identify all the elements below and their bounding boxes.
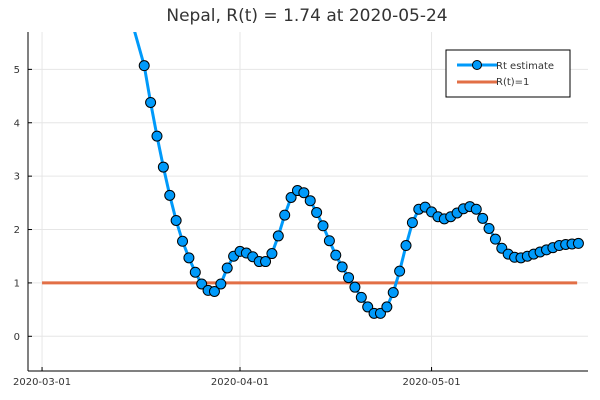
rt-estimate-point (145, 96, 157, 108)
rt-estimate-point (400, 240, 412, 252)
legend-label-reference: R(t)=1 (496, 77, 529, 88)
x-axis-ticks: 2020-03-01 2020-04-01 2020-05-01 (13, 367, 461, 388)
rt-estimate-point (298, 187, 310, 199)
rt-estimate-point (215, 278, 227, 290)
rt-estimate-point (381, 301, 393, 313)
rt-estimate-point (164, 189, 176, 201)
legend-box (445, 49, 571, 98)
rt-estimate-point (355, 291, 367, 303)
rt-estimate-point (394, 265, 406, 277)
rt-estimate-point (138, 60, 150, 72)
y-axis-ticks: 0 1 2 3 4 5 (14, 65, 32, 343)
legend-rt-marker (472, 60, 482, 70)
plot-area (42, 32, 584, 319)
rt-estimate-point (336, 261, 348, 273)
rt-estimate-point (272, 230, 284, 242)
rt-estimate-point (572, 237, 584, 249)
rt-estimate-point (470, 203, 482, 215)
rt-estimate-point (183, 252, 195, 264)
rt-estimate-point (189, 266, 201, 278)
chart-title: Nepal, R(t) = 1.74 at 2020-05-24 (166, 6, 447, 26)
x-tick-label: 2020-04-01 (211, 377, 269, 388)
x-tick-label: 2020-03-01 (13, 377, 71, 388)
legend-label-rt-estimate: Rt estimate (496, 61, 554, 72)
y-tick-label: 0 (14, 332, 20, 343)
rt-estimate-point (374, 307, 386, 319)
rt-estimate-point (362, 301, 374, 313)
y-tick-label: 4 (14, 118, 20, 129)
rt-estimate-point (170, 214, 182, 226)
rt-estimate-point (311, 206, 323, 218)
rt-estimate-point (266, 248, 278, 260)
rt-estimate-point (323, 235, 335, 247)
y-tick-label: 3 (14, 172, 20, 183)
rt-estimate-point (177, 235, 189, 247)
rt-estimate-point (489, 233, 501, 245)
rt-estimate-point (285, 191, 297, 203)
legend: Rt estimate R(t)=1 (445, 49, 571, 98)
rt-estimate-point (387, 287, 399, 299)
rt-estimate-point (349, 281, 361, 293)
y-tick-label: 2 (14, 225, 20, 236)
rt-estimate-point (221, 262, 233, 274)
rt-estimate-point (406, 217, 418, 229)
rt-estimate-point (330, 249, 342, 261)
rt-estimate-point (304, 195, 316, 207)
y-tick-label: 5 (14, 65, 20, 76)
rt-estimate-point (151, 130, 163, 142)
rt-estimate-point (279, 209, 291, 221)
rt-estimate-point (477, 212, 489, 224)
rt-estimate-point (343, 272, 355, 284)
rt-estimate-point (483, 222, 495, 234)
axes (27, 32, 588, 372)
rt-estimate-point (157, 161, 169, 173)
y-tick-label: 1 (14, 278, 20, 289)
rt-estimate-point (208, 285, 220, 297)
rt-estimate-point (317, 220, 329, 232)
rt-estimate-point (260, 256, 272, 268)
rt-estimate-point (196, 278, 208, 290)
x-tick-label: 2020-05-01 (402, 377, 460, 388)
